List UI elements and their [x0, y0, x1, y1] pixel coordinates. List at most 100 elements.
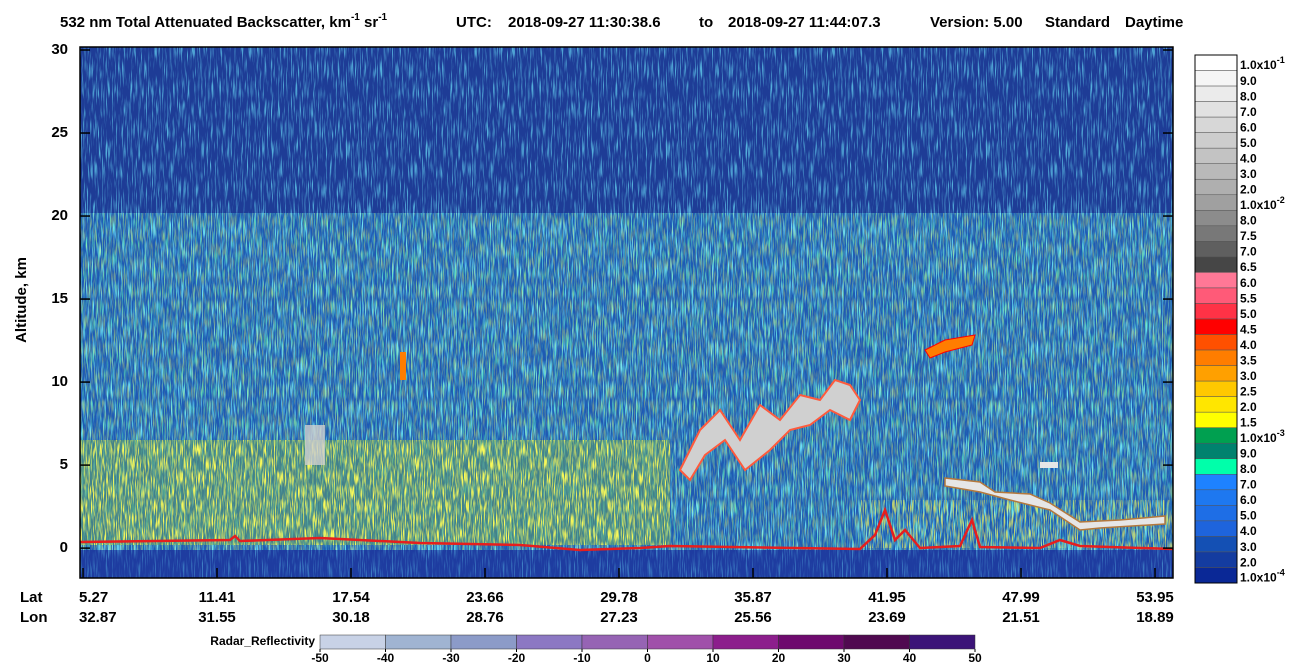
colorbar-label: 2.0 — [1240, 555, 1257, 569]
colorbar-label-exp: -1 — [1277, 56, 1285, 66]
colorbar-label-base: 1.0x10 — [1240, 571, 1277, 585]
colorbar-label: 3.5 — [1240, 353, 1257, 367]
radar-band — [450, 634, 517, 650]
colorbar-label: 2.0 — [1240, 183, 1257, 197]
colorbar-label: 5.0 — [1240, 136, 1257, 150]
colorbar-band — [1194, 349, 1238, 366]
radar-tick-label: 40 — [903, 651, 917, 665]
y-tick-label: 25 — [51, 124, 68, 141]
colorbar-band — [1194, 567, 1238, 584]
radar-band — [647, 634, 714, 650]
colorbar-label: 4.0 — [1240, 338, 1257, 352]
lat-tick-label: 17.54 — [332, 589, 370, 606]
colorbar-band — [1194, 70, 1238, 87]
y-tick-label: 10 — [51, 373, 68, 390]
cloud — [678, 378, 862, 482]
lat-tick-label: 41.95 — [868, 589, 906, 606]
colorbar-band — [1194, 458, 1238, 475]
lat-label: Lat — [20, 589, 43, 606]
colorbar-label: 9.0 — [1240, 74, 1257, 88]
colorbar-band — [1194, 505, 1238, 522]
radar-band — [581, 634, 648, 650]
radar-tick-label: 20 — [772, 651, 786, 665]
utc-label: UTC: — [456, 14, 492, 31]
colorbar-label: 3.0 — [1240, 540, 1257, 554]
colorbar-label: 4.0 — [1240, 152, 1257, 166]
colorbar-label-exp: -4 — [1277, 568, 1285, 578]
colorbar-band — [1194, 178, 1238, 196]
image-texture — [80, 550, 1173, 578]
daytime: Daytime — [1125, 14, 1183, 31]
colorbar-band — [1194, 101, 1238, 118]
colorbar-label: 8.0 — [1240, 89, 1257, 103]
colorbar-band — [1194, 380, 1238, 397]
title-unit: sr — [364, 14, 378, 31]
radar-tick-label: -20 — [508, 651, 526, 665]
colorbar-band — [1194, 85, 1238, 102]
lon-tick-label: 27.23 — [600, 609, 638, 626]
colorbar-label: 6.0 — [1240, 120, 1257, 134]
colorbar-label-exp: -3 — [1277, 428, 1285, 438]
colorbar-label: 7.0 — [1240, 105, 1257, 119]
colorbar-band — [1194, 442, 1238, 460]
colorbar-label: 7.0 — [1240, 245, 1257, 259]
radar-tick-label: 10 — [706, 651, 720, 665]
colorbar-label: 1.0x10-3 — [1240, 428, 1285, 445]
colorbar-label: 4.0 — [1240, 524, 1257, 538]
colorbar-label-base: 1.0x10 — [1240, 431, 1277, 445]
colorbar-band — [1194, 241, 1238, 258]
colorbar-band — [1194, 334, 1238, 351]
end-time: 2018-09-27 11:44:07.3 — [728, 14, 881, 31]
colorbar-label: 6.0 — [1240, 276, 1257, 290]
image-texture — [80, 47, 1173, 215]
colorbar-band — [1194, 303, 1238, 320]
to-label: to — [699, 14, 713, 31]
cloud — [1040, 462, 1058, 468]
lon-tick-label: 28.76 — [466, 609, 504, 626]
y-tick-label: 0 — [60, 539, 68, 556]
radar-band — [319, 634, 386, 650]
radar-tick-label: -50 — [311, 651, 329, 665]
title-text: 532 nm Total Attenuated Backscatter, km — [60, 14, 351, 31]
colorbar-band — [1194, 116, 1238, 133]
colorbar-label: 7.5 — [1240, 229, 1257, 243]
radar-tick-label: -40 — [377, 651, 395, 665]
lon-tick-label: 31.55 — [198, 609, 236, 626]
radar-tick-label: 30 — [837, 651, 851, 665]
cloud — [924, 334, 976, 359]
colorbar-label: 8.0 — [1240, 462, 1257, 476]
y-tick-label: 20 — [51, 207, 68, 224]
colorbar-label: 8.0 — [1240, 214, 1257, 228]
radar-tick-label: -30 — [442, 651, 460, 665]
lon-tick-label: 18.89 — [1136, 609, 1174, 626]
colorbar-label: 2.0 — [1240, 400, 1257, 414]
colorbar-label: 3.0 — [1240, 167, 1257, 181]
colorbar-band — [1194, 194, 1238, 211]
colorbar-label: 5.5 — [1240, 291, 1257, 305]
colorbar-label: 6.0 — [1240, 493, 1257, 507]
colorbar-band — [1194, 520, 1238, 537]
title-exponent: -1 — [378, 12, 387, 23]
radar-band — [712, 634, 779, 650]
colorbar-label: 5.0 — [1240, 307, 1257, 321]
version: Version: 5.00 — [930, 14, 1023, 31]
colorbar-label: 3.0 — [1240, 369, 1257, 383]
colorbar-band — [1194, 210, 1238, 227]
radar-band — [843, 634, 910, 650]
colorbar-label: 1.0x10-4 — [1240, 568, 1285, 585]
lon-tick-label: 32.87 — [79, 609, 117, 626]
colorbar-label-base: 1.0x10 — [1240, 198, 1277, 212]
radar-band — [385, 634, 452, 650]
lat-tick-label: 29.78 — [600, 589, 638, 606]
aerosol-layer — [80, 440, 670, 545]
lat-tick-label: 11.41 — [199, 589, 236, 606]
colorbar-band — [1194, 489, 1238, 506]
cloud — [944, 477, 1166, 531]
colorbar-label: 1.0x10-1 — [1240, 56, 1285, 73]
colorbar-label-exp: -2 — [1277, 195, 1285, 205]
colorbar-band — [1194, 287, 1238, 304]
cloud — [305, 425, 325, 465]
radar-tick-label: -10 — [573, 651, 591, 665]
